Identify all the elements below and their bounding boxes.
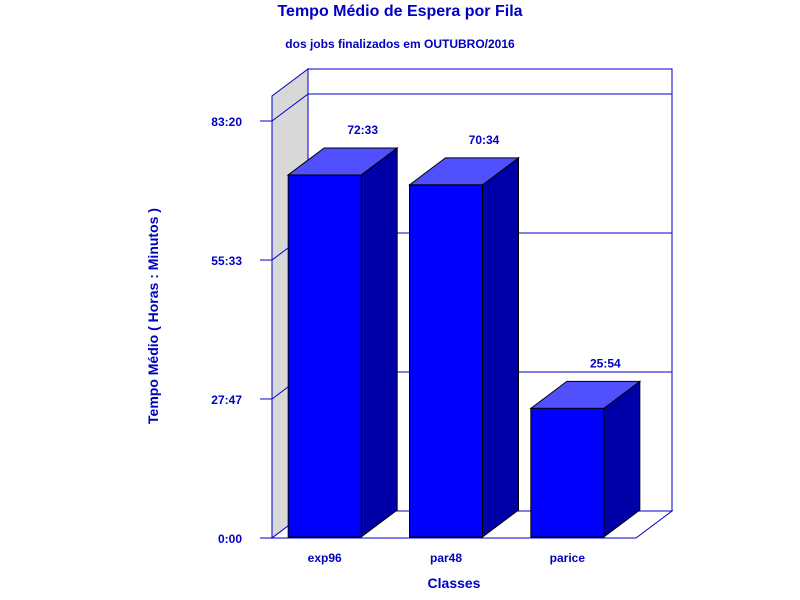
data-label: 70:34 xyxy=(469,133,500,147)
bar-side xyxy=(482,156,519,538)
chart-subtitle: dos jobs finalizados em OUTUBRO/2016 xyxy=(285,37,515,51)
bar xyxy=(530,407,605,538)
data-label: 25:54 xyxy=(590,356,621,370)
x-tick-label: par48 xyxy=(430,551,462,565)
bar xyxy=(287,174,362,538)
y-tick-label: 0:00 xyxy=(218,532,242,546)
bar xyxy=(409,184,483,538)
bar-side xyxy=(360,146,398,538)
y-tick-label: 83:20 xyxy=(211,115,242,129)
chart-title: Tempo Médio de Espera por Fila xyxy=(277,3,522,20)
labels: 72:33 exp96 70:34 par48 25:54 parice xyxy=(308,123,621,565)
data-label: 72:33 xyxy=(347,123,378,137)
y-axis-label: Tempo Médio ( Horas : Minutos ) xyxy=(145,208,161,424)
grid-line-depth xyxy=(271,93,309,122)
x-tick-label: parice xyxy=(550,551,586,565)
x-axis-label: Classes xyxy=(428,575,481,591)
axes: 0:00 27:47 55:33 83:20 xyxy=(211,96,636,546)
x-tick-label: exp96 xyxy=(308,551,342,565)
y-tick-label: 27:47 xyxy=(211,393,242,407)
y-tick-label: 55:33 xyxy=(211,254,242,268)
bars xyxy=(286,146,642,538)
